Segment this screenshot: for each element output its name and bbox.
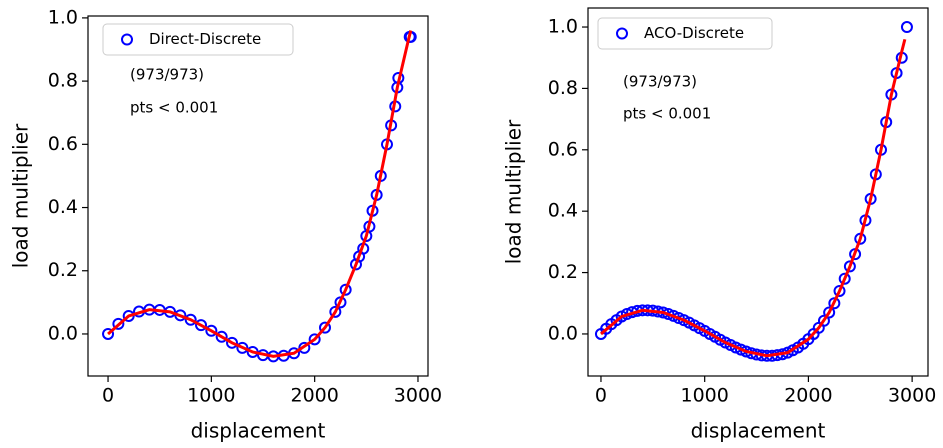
- y-tick-label: 0.2: [48, 259, 78, 281]
- y-axis-label: load multiplier: [9, 123, 33, 268]
- point: [843, 260, 856, 273]
- x-tick-label: 3000: [394, 385, 442, 407]
- axes-frame: [87, 15, 429, 377]
- x-tick-label: 1000: [681, 385, 729, 407]
- legend-marker: [121, 33, 133, 46]
- point: [308, 333, 321, 346]
- x-tick-label: 1000: [187, 385, 235, 407]
- y-tick-label: 0.6: [548, 138, 578, 160]
- point: [112, 317, 125, 330]
- point: [339, 283, 352, 296]
- axes-frame: [587, 7, 929, 377]
- point: [184, 313, 197, 326]
- x-tick-label: 2000: [290, 385, 338, 407]
- y-tick-label: 0.4: [48, 196, 78, 218]
- point: [205, 324, 218, 337]
- point: [236, 341, 249, 354]
- point: [215, 330, 228, 343]
- point: [318, 321, 331, 334]
- fit-line: [107, 30, 413, 358]
- point: [226, 336, 239, 349]
- y-tick-label: 0.0: [48, 322, 78, 344]
- point: [828, 297, 841, 310]
- legend-label: Direct-Discrete: [149, 30, 261, 48]
- y-tick-label: 0.2: [548, 261, 578, 283]
- y-tick-label: 0.8: [48, 70, 78, 92]
- legend-label: ACO-Discrete: [644, 24, 744, 42]
- fit-line: [600, 38, 907, 358]
- point: [823, 306, 836, 319]
- annotation: pts < 0.001: [130, 99, 218, 117]
- y-tick-label: 0.6: [48, 133, 78, 155]
- point: [734, 343, 747, 356]
- y-tick-label: 1.0: [48, 6, 78, 28]
- point: [329, 305, 342, 318]
- legend-box: [102, 23, 294, 56]
- point: [817, 314, 830, 327]
- x-tick-label: 0: [102, 385, 114, 407]
- point: [195, 319, 208, 332]
- y-tick-label: 0.0: [548, 322, 578, 344]
- annotation: (973/973): [623, 73, 697, 91]
- x-tick-label: 2000: [784, 385, 832, 407]
- point: [900, 21, 913, 34]
- y-tick-label: 0.4: [548, 200, 578, 222]
- point: [838, 272, 851, 285]
- x-axis-label: displacement: [191, 419, 326, 443]
- annotation: (973/973): [130, 66, 204, 84]
- y-tick-label: 0.8: [548, 77, 578, 99]
- point: [833, 284, 846, 297]
- x-axis-label: displacement: [691, 419, 826, 443]
- subplot: 0 1000 2000 3000 0.0 0.2 0.4 0.6 0.8 1.0 displacem…: [502, 7, 936, 443]
- point: [102, 327, 115, 340]
- y-axis-label: load multiplier: [502, 119, 526, 264]
- subplot: 0 1000 2000 3000 0.0 0.2 0.4 0.6 0.8 1.0 displacem…: [9, 6, 443, 442]
- x-tick-label: 0: [595, 385, 607, 407]
- legend-marker: [616, 27, 628, 40]
- annotation: pts < 0.001: [623, 105, 711, 123]
- y-tick-label: 1.0: [548, 16, 578, 38]
- x-tick-label: 3000: [888, 385, 936, 407]
- legend-box: [597, 17, 773, 50]
